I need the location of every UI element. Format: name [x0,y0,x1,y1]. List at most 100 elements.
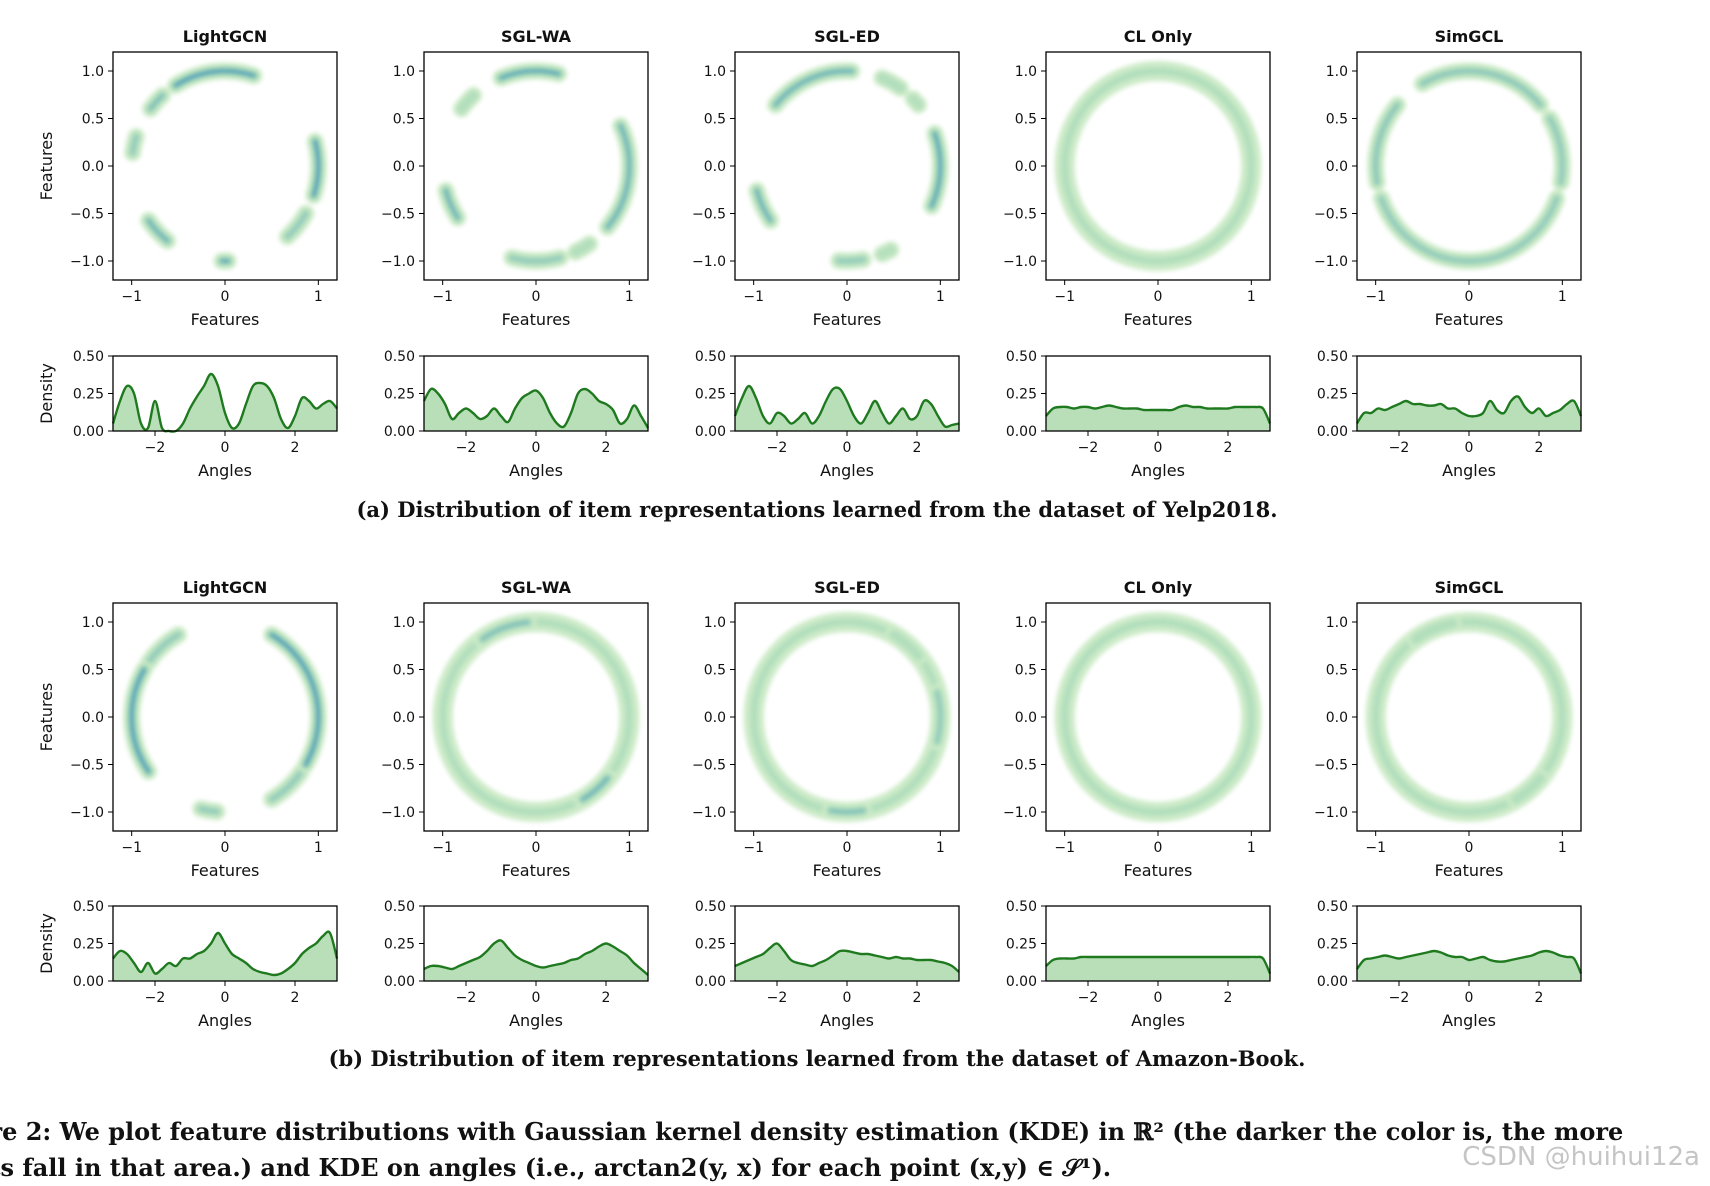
x-axis-label: Features [502,861,571,880]
y-tick-label: 0.5 [393,112,415,128]
x-tick-label: 0 [843,840,852,856]
x-axis-label: Angles [198,1011,252,1030]
x-tick-label: −1 [743,289,764,305]
y-tick-label: 0.00 [1317,424,1348,440]
y-tick-label: 1.0 [1015,64,1037,80]
figure-caption-line1: ure 2: We plot feature distributions wit… [0,1117,1624,1146]
x-tick-label: 1 [625,840,634,856]
x-tick-label: −2 [145,990,166,1006]
plot-frame [734,602,960,832]
y-tick-label: −0.5 [1314,207,1348,223]
y-tick-label: −0.5 [70,758,104,774]
x-tick-label: 0 [532,289,541,305]
y-tick-label: 0.25 [695,937,726,953]
y-axis-label: Features [37,132,56,201]
x-axis-label: Angles [509,1011,563,1030]
y-tick-label: 0.0 [82,159,104,175]
panel-b-cl-only-area: 0.50 0.25 0.00 −2 0 2 Angles [1006,899,1272,1030]
panel-title: LightGCN [183,578,267,597]
panel-b-sgl-ed-area: 0.50 0.25 0.00 −2 0 2 Angles [695,899,960,1030]
x-axis-label: Angles [1442,461,1496,480]
kde-cluster-core [285,211,308,239]
y-tick-label: 0.00 [384,424,415,440]
x-tick-label: 2 [1535,990,1544,1006]
x-tick-label: 0 [532,990,541,1006]
figure-caption: ure 2: We plot feature distributions wit… [0,1114,1710,1186]
y-tick-label: −1.0 [1314,805,1348,821]
panel-title: SGL-ED [814,578,880,597]
kde-density-layer [437,62,638,270]
x-tick-label: −1 [743,840,764,856]
kde-cluster-core [443,188,460,220]
y-tick-label: 0.0 [393,159,415,175]
x-tick-label: 0 [1154,840,1163,856]
x-tick-label: 0 [1465,840,1474,856]
y-tick-label: 1.0 [1326,615,1348,631]
x-tick-label: 1 [1558,289,1567,305]
panel-title: SGL-WA [501,27,572,46]
x-tick-label: 0 [221,840,230,856]
density-area [113,931,337,981]
y-tick-label: −0.5 [381,207,415,223]
kde-cluster-core [1420,69,1543,107]
plot-frame [112,602,338,832]
kde-density-layer [1054,61,1262,271]
y-tick-label: 0.0 [393,710,415,726]
y-tick-label: 0.00 [73,974,104,990]
x-tick-label: 0 [221,990,230,1006]
kde-cluster-core [828,808,866,814]
x-axis-label: Features [502,310,571,329]
x-axis-label: Features [813,310,882,329]
x-tick-label: 0 [1154,440,1163,456]
kde-cluster-core [1373,102,1400,185]
x-tick-label: 2 [913,440,922,456]
x-tick-label: 2 [1224,440,1233,456]
y-tick-label: 0.50 [384,349,415,365]
x-tick-label: 2 [913,990,922,1006]
y-tick-label: 0.5 [704,112,726,128]
x-tick-label: 2 [1224,990,1233,1006]
y-tick-label: 0.50 [384,899,415,915]
y-tick-label: 0.5 [393,663,415,679]
panel-a-lightgcn-area: 0.50 0.25 0.00 −2 0 2 Angles Density [37,349,338,480]
kde-density-layer [1365,612,1573,822]
kde-cluster-core [269,632,321,767]
y-axis-label: Features [37,683,56,752]
x-tick-label: 2 [291,440,300,456]
kde-cluster-mid [876,244,896,260]
plot-frame [1356,51,1582,281]
y-tick-label: −1.0 [692,805,726,821]
caption-b: (b) Distribution of item representations… [328,1046,1306,1071]
x-axis-label: Features [1124,861,1193,880]
x-axis-label: Features [191,310,260,329]
y-tick-label: −0.5 [70,207,104,223]
x-axis-label: Angles [820,1011,874,1030]
y-tick-label: 0.50 [1317,349,1348,365]
y-tick-label: 0.00 [1006,974,1037,990]
y-tick-label: 0.00 [73,424,104,440]
x-axis-label: Angles [509,461,563,480]
density-area [1357,396,1581,431]
kde-cluster-core [580,776,610,802]
kde-density-layer [124,62,327,270]
density-line [1356,949,1583,975]
panel-title: SimGCL [1435,578,1504,597]
panel-b-sgl-ed-heatmap: SGL-ED 1.0 0.5 0.0 −0.5 −1.0 −1 0 1 Features [692,578,960,880]
kde-cluster-core [269,769,304,802]
plot-frame [423,602,649,832]
y-tick-label: 0.50 [1317,899,1348,915]
panel-a-sgl-ed-heatmap: SGL-ED 1.0 0.5 0.0 −0.5 −1.0 −1 0 1 Features [692,27,960,329]
kde-ring-core [1060,618,1256,816]
x-tick-label: −1 [432,840,453,856]
panel-title: SGL-WA [501,578,572,597]
x-axis-label: Angles [820,461,874,480]
x-axis-label: Features [1435,310,1504,329]
density-line [1045,955,1272,975]
x-tick-label: −2 [1078,440,1099,456]
kde-cluster-mid [456,90,479,114]
x-tick-label: 1 [936,289,945,305]
y-tick-label: 0.0 [1326,159,1348,175]
density-line [734,942,960,973]
plot-frame [112,51,338,281]
